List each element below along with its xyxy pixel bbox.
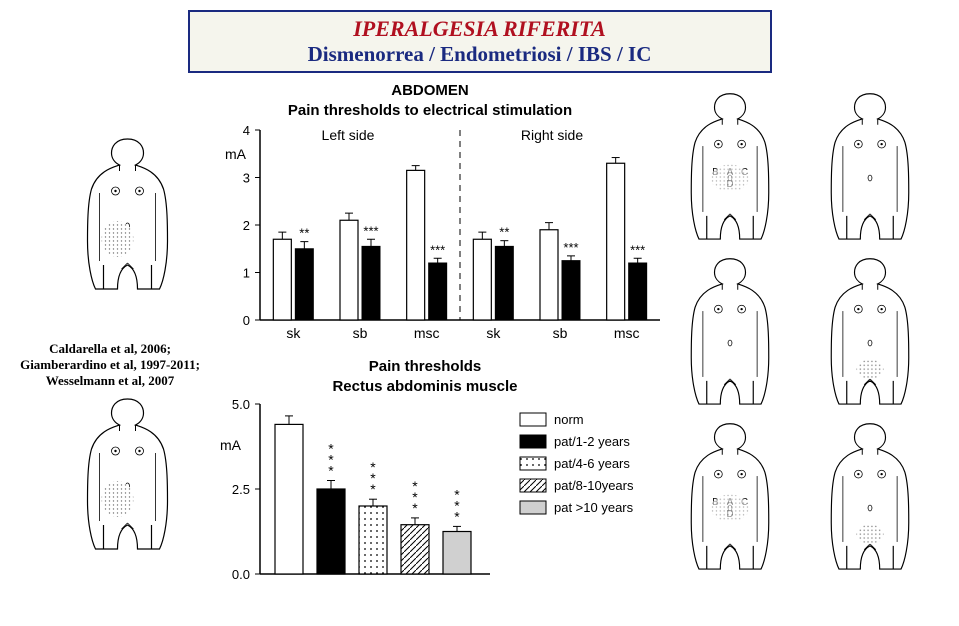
torso-r3c2 xyxy=(810,416,930,576)
chart1-title: ABDOMEN Pain thresholds to electrical st… xyxy=(250,81,610,120)
torso-r1c1: ABCD xyxy=(670,86,790,246)
svg-text:4: 4 xyxy=(243,123,250,138)
svg-text:pat/8-10years: pat/8-10years xyxy=(554,478,634,493)
svg-text:sb: sb xyxy=(553,325,568,341)
chart-area: Caldarella et al, 2006; Giamberardino et… xyxy=(10,81,949,616)
title-sub: Dismenorrea / Endometriosi / IBS / IC xyxy=(210,42,750,67)
torso-r3c1: ABCD xyxy=(670,416,790,576)
svg-text:***: *** xyxy=(563,240,578,255)
svg-text:0: 0 xyxy=(243,313,250,328)
svg-text:***: *** xyxy=(363,223,378,238)
svg-text:pat >10 years: pat >10 years xyxy=(554,500,634,515)
title-box: IPERALGESIA RIFERITA Dismenorrea / Endom… xyxy=(188,10,772,73)
citation-text: Caldarella et al, 2006; Giamberardino et… xyxy=(5,341,215,389)
torso-r2c2 xyxy=(810,251,930,411)
svg-text:**: ** xyxy=(299,226,309,241)
svg-text:*: * xyxy=(454,486,460,502)
svg-text:*: * xyxy=(370,459,376,475)
torso-r1c2 xyxy=(810,86,930,246)
chart2-title-l1: Pain thresholds xyxy=(369,358,482,375)
svg-text:mA: mA xyxy=(225,146,247,162)
torso-left-top xyxy=(65,131,190,296)
chart2-title-l2: Rectus abdominis muscle xyxy=(332,378,517,395)
chart1-title-l1: ABDOMEN xyxy=(391,82,469,99)
svg-text:*: * xyxy=(412,478,418,494)
svg-text:5.0: 5.0 xyxy=(232,397,250,412)
torso-r2c1 xyxy=(670,251,790,411)
svg-text:sk: sk xyxy=(286,325,301,341)
svg-text:pat/4-6 years: pat/4-6 years xyxy=(554,456,630,471)
svg-text:0.0: 0.0 xyxy=(232,567,250,582)
svg-text:sk: sk xyxy=(486,325,501,341)
svg-text:***: *** xyxy=(630,242,645,257)
svg-text:msc: msc xyxy=(614,325,640,341)
svg-text:sb: sb xyxy=(353,325,368,341)
chart2-title: Pain thresholds Rectus abdominis muscle xyxy=(285,357,565,396)
chart1-title-l2: Pain thresholds to electrical stimulatio… xyxy=(288,102,572,119)
torso-left-bottom xyxy=(65,391,190,556)
svg-text:msc: msc xyxy=(414,325,440,341)
title-main: IPERALGESIA RIFERITA xyxy=(210,16,750,42)
svg-text:1: 1 xyxy=(243,266,250,281)
svg-text:mA: mA xyxy=(220,437,242,453)
svg-text:3: 3 xyxy=(243,171,250,186)
svg-text:***: *** xyxy=(430,242,445,257)
svg-text:Left side: Left side xyxy=(322,127,375,143)
svg-text:Right side: Right side xyxy=(521,127,583,143)
svg-text:**: ** xyxy=(499,225,509,240)
svg-text:*: * xyxy=(328,441,334,457)
svg-text:2: 2 xyxy=(243,218,250,233)
svg-text:pat/1-2 years: pat/1-2 years xyxy=(554,434,630,449)
svg-text:2.5: 2.5 xyxy=(232,482,250,497)
svg-text:norm: norm xyxy=(554,412,584,427)
